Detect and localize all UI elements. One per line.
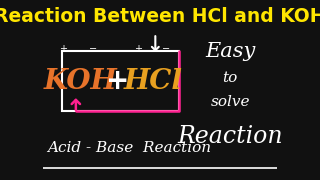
Text: −: − xyxy=(162,44,170,54)
Text: to: to xyxy=(222,71,238,85)
Text: +: + xyxy=(59,44,67,54)
Text: HCl: HCl xyxy=(124,68,182,95)
Text: Easy: Easy xyxy=(205,42,255,60)
Text: Reaction: Reaction xyxy=(177,125,283,148)
Text: +: + xyxy=(134,44,142,54)
Text: +: + xyxy=(106,67,130,95)
Text: −: − xyxy=(89,44,98,54)
Text: Acid - Base  Reaction: Acid - Base Reaction xyxy=(48,141,212,156)
Text: Reaction Between HCl and KOH: Reaction Between HCl and KOH xyxy=(0,7,320,26)
Text: solve: solve xyxy=(210,95,250,109)
Text: KOH: KOH xyxy=(44,68,117,95)
